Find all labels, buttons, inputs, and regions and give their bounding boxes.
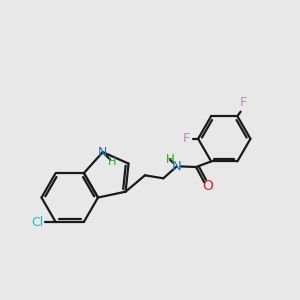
Text: H: H [108,157,116,167]
Text: H: H [166,153,175,167]
Text: F: F [182,132,190,145]
Text: N: N [98,146,107,159]
Text: Cl: Cl [32,215,44,229]
Text: N: N [172,160,182,173]
Text: F: F [240,96,247,109]
Text: O: O [202,179,213,193]
